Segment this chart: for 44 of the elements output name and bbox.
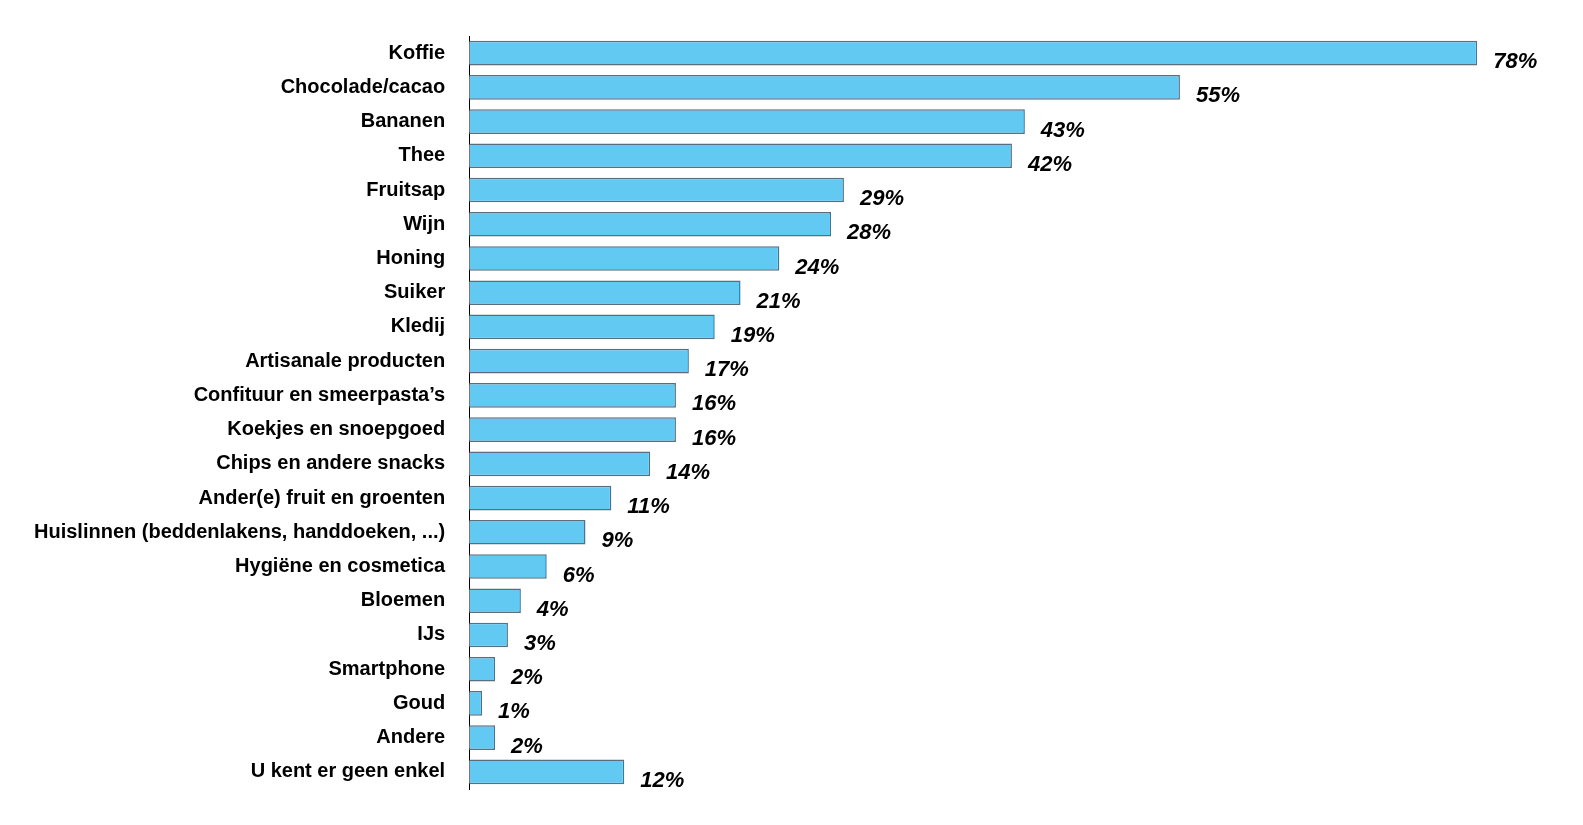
- data-label: 29%: [858, 185, 904, 211]
- data-label: 2%: [510, 664, 543, 690]
- y-tick-label: Honing: [376, 245, 446, 268]
- y-tick-label: Confituur en smeerpasta’s: [193, 382, 446, 405]
- data-label: 17%: [704, 356, 749, 382]
- y-tick-label: Bloemen: [360, 588, 446, 611]
- y-tick-label: IJs: [417, 622, 446, 645]
- y-tick-label: Koekjes en snoepgoed: [227, 417, 446, 440]
- data-label: 4%: [535, 595, 569, 621]
- data-label: 42%: [1026, 150, 1072, 176]
- y-tick-label: Ander(e) fruit en groenten: [198, 485, 446, 508]
- data-label: 16%: [691, 424, 736, 450]
- data-label: 43%: [1039, 116, 1085, 142]
- data-label: 9%: [601, 527, 634, 553]
- data-label: 2%: [510, 732, 543, 758]
- y-tick-label: Andere: [376, 725, 446, 748]
- y-tick-label: Kledij: [390, 314, 446, 337]
- y-tick-label: Chips en andere snacks: [216, 451, 446, 474]
- data-label: 11%: [627, 493, 670, 519]
- data-label: 55%: [1195, 82, 1240, 108]
- data-label: 3%: [523, 630, 556, 656]
- data-label: 28%: [846, 219, 892, 245]
- data-label: 78%: [1493, 48, 1538, 74]
- data-label: 19%: [730, 321, 775, 347]
- y-tick-label: Hygiëne en cosmetica: [235, 554, 447, 577]
- y-tick-label: Huislinnen (beddenlakens, handdoeken, ...): [34, 519, 446, 542]
- y-tick-label: Chocolade/cacao: [280, 74, 446, 97]
- y-tick-label: Fruitsap: [366, 177, 446, 200]
- y-tick-label: Artisanale producten: [245, 348, 446, 371]
- data-label: 1%: [498, 698, 530, 724]
- data-label: 21%: [755, 287, 801, 313]
- y-tick-label: Koffie: [388, 40, 446, 63]
- data-label: 24%: [794, 253, 840, 279]
- y-tick-label: Goud: [392, 690, 446, 713]
- y-tick-label: Wijn: [403, 211, 446, 234]
- data-label: 6%: [562, 561, 595, 587]
- data-label: 12%: [640, 766, 685, 792]
- y-tick-label: Smartphone: [328, 656, 446, 679]
- y-tick-label: Suiker: [384, 280, 446, 303]
- data-label: 14%: [666, 458, 711, 484]
- y-tick-label: Thee: [398, 143, 446, 166]
- y-tick-label: U kent er geen enkel: [250, 759, 446, 782]
- data-label: 16%: [691, 390, 736, 416]
- y-tick-label: Bananen: [360, 109, 446, 132]
